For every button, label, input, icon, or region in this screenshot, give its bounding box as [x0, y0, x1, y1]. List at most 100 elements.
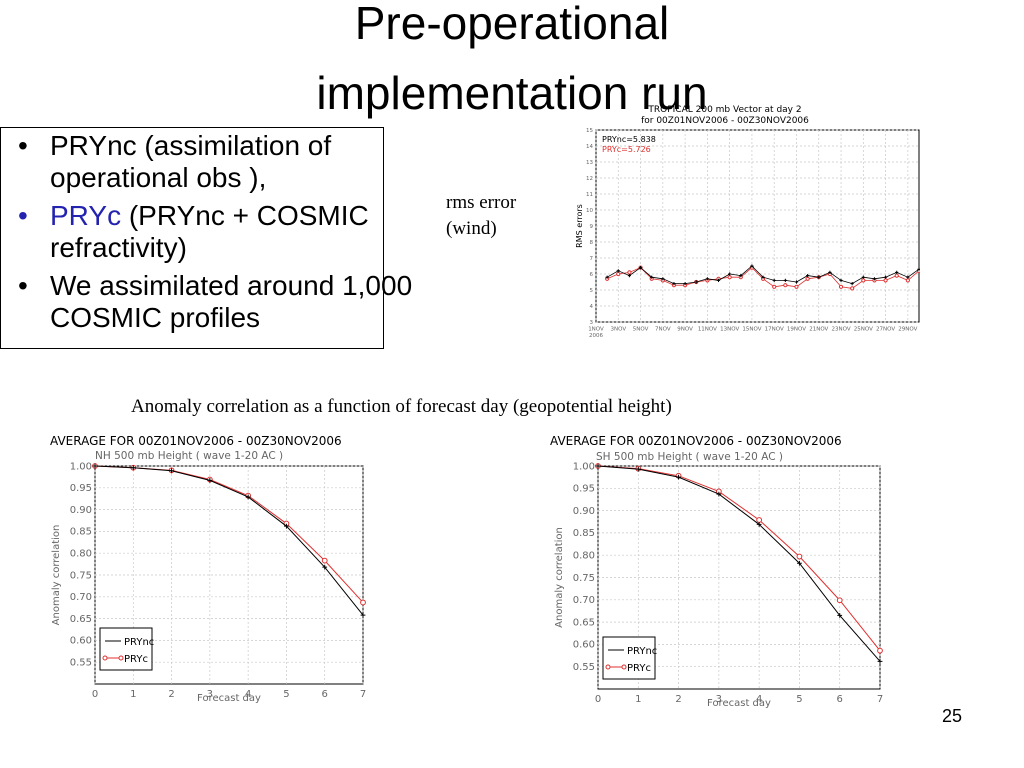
data-point-pryc: [794, 284, 799, 289]
legend-label: PRYnc: [124, 637, 154, 648]
bullet-item: • PRYnc (assimilation of operational obs…: [14, 130, 414, 194]
legend-swatch-marker: [118, 655, 124, 661]
y-tick-label: 0.75: [70, 570, 92, 581]
x-tick-label: 6: [837, 694, 843, 705]
data-point-pryc: [838, 284, 844, 289]
data-point-prync: [672, 282, 676, 286]
chart-subtitle: for 00Z01NOV2006 - 00Z30NOV2006: [641, 116, 809, 126]
data-point-pryc: [894, 273, 899, 278]
x-axis-label: Forecast day: [197, 693, 261, 704]
bullet-marker: •: [18, 200, 28, 231]
legend-swatch-marker: [102, 655, 108, 661]
data-point-prync: [616, 269, 620, 273]
data-point-prync: [861, 275, 865, 279]
data-point-prync: [360, 612, 366, 618]
legend-swatch-marker: [605, 664, 611, 670]
data-point-prync: [635, 466, 641, 472]
series-line-prync: [597, 465, 881, 662]
bullet-marker: •: [18, 130, 28, 161]
y-tick-label: 0.55: [70, 658, 92, 669]
bullet-marker: •: [18, 270, 28, 301]
x-tick-label: 29NOV: [898, 327, 917, 333]
series-line-pryc: [597, 465, 881, 651]
anomaly-caption: Anomaly correlation as a function of for…: [131, 396, 672, 417]
y-tick-label: 0.75: [573, 573, 595, 584]
nh-anomaly-chart: AVERAGE FOR 00Z01NOV2006 - 00Z30NOV2006 N…: [50, 434, 366, 704]
y-axis-label: RMS errors: [575, 204, 584, 248]
x-tick-label: 21NOV: [809, 327, 828, 333]
data-point-pryc: [616, 271, 621, 277]
data-point-prync: [676, 474, 681, 480]
bullet-text: (PRYnc + COSMIC refractivity): [50, 200, 369, 263]
bullet-text: We assimilated around 1,000 COSMIC profi…: [50, 270, 413, 333]
y-tick-label: 0.90: [70, 505, 92, 516]
legend-label: PRYnc: [627, 646, 657, 657]
y-tick-label: 6: [590, 272, 594, 278]
x-tick-label: 3NOV: [610, 327, 626, 333]
bullet-item: • PRYc (PRYnc + COSMIC refractivity): [14, 200, 414, 264]
rms-error-label-line-1: rms error: [446, 192, 517, 213]
data-point-prync: [756, 522, 762, 527]
data-point-prync: [207, 477, 213, 483]
y-tick-label: 0.95: [573, 484, 595, 495]
data-point-prync: [806, 274, 810, 278]
x-tick-label: 7NOV: [655, 327, 671, 333]
data-point-prync: [130, 465, 136, 471]
legend-box: [99, 627, 153, 671]
data-point-prync: [92, 463, 98, 469]
data-point-prync: [728, 272, 732, 276]
data-point-pryc: [727, 275, 732, 280]
x-tick-label: 2: [675, 694, 681, 705]
data-point-prync: [895, 270, 899, 274]
y-tick-label: 0.80: [70, 549, 92, 560]
data-point-prync: [638, 266, 643, 270]
data-point-prync: [739, 274, 743, 278]
y-tick-label: 0.85: [573, 528, 595, 539]
y-tick-label: 0.65: [573, 617, 595, 628]
x-tick-label: 27NOV: [876, 327, 895, 333]
data-point-prync: [661, 277, 665, 281]
legend-label: PRYc: [627, 663, 651, 674]
x-tick-label: 13NOV: [720, 327, 739, 333]
x-tick-label: 5NOV: [633, 327, 649, 333]
x-tick-label: 3: [716, 694, 722, 705]
data-point-pryc: [877, 647, 883, 654]
legend-swatch-marker: [621, 664, 627, 670]
legend-label: PRYnc=5.838: [602, 135, 656, 144]
data-point-prync: [828, 270, 832, 274]
x-tick-label: 7: [877, 694, 883, 705]
chart-subtitle: SH 500 mb Height ( wave 1-20 AC ): [596, 451, 783, 463]
x-tick-label: 19NOV: [787, 327, 806, 333]
data-point-prync: [716, 491, 722, 497]
legend-label: PRYc: [124, 654, 148, 665]
data-point-pryc: [321, 557, 328, 564]
y-tick-label: 0.95: [70, 483, 92, 494]
legend-box: [602, 636, 656, 680]
x-tick-label: 15NOV: [742, 327, 761, 333]
data-point-prync: [750, 264, 754, 268]
x-tick-label: 0: [92, 689, 98, 700]
y-tick-label: 8: [590, 240, 594, 246]
data-point-prync: [650, 275, 654, 279]
x-tick-label: 2: [168, 689, 174, 700]
data-point-pryc: [360, 599, 366, 606]
data-point-pryc: [905, 278, 910, 283]
data-point-prync: [839, 278, 843, 282]
x-tick-label: 1NOV: [588, 327, 604, 333]
x-tick-label: 0: [595, 694, 601, 705]
data-point-prync: [794, 280, 799, 284]
y-tick-label: 4: [590, 304, 594, 310]
x-tick-label: 1: [635, 694, 641, 705]
rms-error-label-line-2: (wind): [446, 218, 497, 239]
x-axis-label: Forecast day: [707, 698, 771, 709]
data-point-prync: [627, 274, 632, 278]
bullet-item: • We assimilated around 1,000 COSMIC pro…: [14, 270, 414, 334]
y-tick-label: 0.70: [70, 592, 92, 603]
bullet-frame: [0, 127, 384, 349]
y-tick-label: 0.55: [573, 662, 595, 673]
chart-subtitle: NH 500 mb Height ( wave 1-20 AC ): [95, 450, 283, 462]
data-point-prync: [761, 275, 765, 279]
x-tick-label: 4: [756, 694, 762, 705]
y-tick-label: 10: [586, 208, 593, 214]
